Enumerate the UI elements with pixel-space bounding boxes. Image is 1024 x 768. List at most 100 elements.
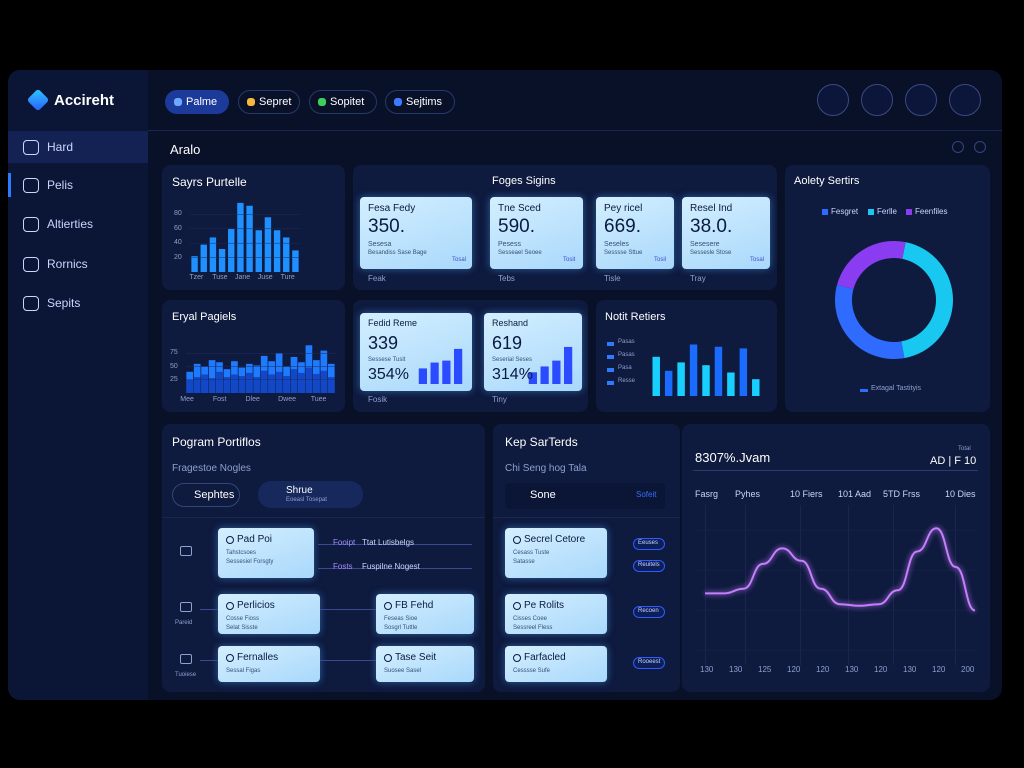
kpi-foot: Tisle	[604, 274, 621, 283]
y-tick-label: 40	[174, 239, 182, 247]
nav-icon[interactable]	[23, 257, 39, 272]
kpi-card[interactable]	[596, 197, 674, 269]
pill[interactable]	[633, 538, 665, 550]
side-label: Pareid	[175, 620, 193, 626]
node-line: Cesass Tuste	[513, 550, 550, 556]
node-title: Tase Seit	[395, 652, 437, 663]
flow-node[interactable]	[376, 646, 474, 682]
node-title: Pe Rolits	[524, 600, 565, 611]
select[interactable]	[258, 481, 363, 508]
tab[interactable]	[385, 90, 455, 114]
node-icon	[513, 654, 521, 662]
nav-icon[interactable]	[23, 217, 39, 232]
nav-indicator	[8, 173, 11, 197]
x-tick-label: 120	[787, 665, 801, 674]
header-icon-button[interactable]	[861, 84, 893, 116]
tab-label: Palme	[186, 96, 218, 108]
tab-icon	[174, 98, 182, 106]
x-tick-label: 130	[845, 665, 859, 674]
kpi-foot: Feak	[368, 274, 386, 283]
tab-label: Sejtims	[406, 96, 443, 108]
kpi-label: Resel Ind	[690, 203, 733, 214]
flow-node[interactable]	[505, 594, 607, 634]
flow-node[interactable]	[505, 528, 607, 578]
section-control[interactable]	[952, 141, 964, 153]
kpi-label: Fesa Fedy	[368, 203, 416, 214]
x-tick-label: Dwee	[278, 396, 296, 403]
grid-column	[848, 505, 849, 665]
column-label: 5TD Frss	[883, 489, 920, 499]
node-icon	[384, 602, 392, 610]
nav-icon[interactable]	[23, 178, 39, 193]
trend-badge: AD | F 10	[930, 455, 977, 467]
sidebar	[8, 70, 148, 700]
pill[interactable]	[633, 560, 665, 572]
node-line: Sessal Figas	[226, 668, 261, 674]
y-tick-label: 60	[174, 224, 182, 232]
kpi-card[interactable]	[682, 197, 770, 269]
panel-title: Aolety Sertirs	[794, 175, 860, 187]
kpi-note: Seseles	[604, 241, 629, 248]
y-tick-label: 20	[174, 253, 182, 261]
legend-label: Ferlle	[877, 207, 898, 216]
grid-row	[695, 650, 977, 651]
grid-column	[955, 505, 956, 665]
kpi-value: 38.0.	[690, 216, 733, 237]
legend-swatch	[868, 209, 874, 215]
grid-column	[705, 505, 706, 665]
legend-swatch	[607, 342, 614, 346]
arrow	[320, 609, 376, 610]
divider	[493, 517, 680, 518]
node-title: Farfacled	[524, 652, 566, 663]
flow-node[interactable]	[218, 594, 320, 634]
x-tick-label: 130	[729, 665, 743, 674]
kpi-card[interactable]	[490, 197, 583, 269]
node-title: Pad Poi	[237, 534, 273, 545]
node-title: Perlicios	[237, 600, 275, 611]
header-icon-button[interactable]	[949, 84, 981, 116]
header-icon-button[interactable]	[817, 84, 849, 116]
nav-item: Hard	[47, 140, 74, 154]
nav-icon[interactable]	[23, 296, 39, 311]
flow-node[interactable]	[505, 646, 607, 682]
side-icon	[180, 546, 192, 556]
x-tick-label: 120	[816, 665, 830, 674]
legend-swatch	[607, 381, 614, 385]
section-control[interactable]	[974, 141, 986, 153]
pill[interactable]	[633, 606, 665, 618]
flow-node[interactable]	[218, 646, 320, 682]
flow-node[interactable]	[376, 594, 474, 634]
nav-icon[interactable]	[23, 140, 39, 155]
metric-card[interactable]	[360, 313, 472, 391]
chip[interactable]	[172, 483, 240, 507]
x-tick-label: Tuee	[310, 396, 327, 403]
tab[interactable]	[238, 90, 300, 114]
metric-pct: 354%	[368, 366, 409, 383]
kpi-foot: Tray	[690, 274, 706, 283]
pill-label: Rooeest	[638, 659, 661, 665]
column-label: Fasrg	[695, 489, 719, 499]
node-title: Secrel Cetore	[524, 534, 586, 545]
arrow	[318, 568, 472, 569]
tab[interactable]	[309, 90, 377, 114]
legend-label: Pasas	[618, 352, 635, 358]
trend-title: 8307%.Jvam	[695, 450, 771, 465]
trend-corner: Total	[958, 446, 971, 452]
search[interactable]	[505, 483, 665, 509]
kpi-link: Tosal	[750, 257, 765, 263]
search-label: Sone	[530, 489, 556, 501]
kpi-desc: Sesssse Sttue	[604, 250, 643, 256]
node-line: Sessesiel Forsgty	[226, 559, 274, 565]
pill[interactable]	[633, 657, 665, 669]
header-icon-button[interactable]	[905, 84, 937, 116]
legend-label: Pasas	[618, 339, 635, 345]
kpi-desc: Sesseael Seoee	[498, 250, 542, 256]
kpi-card[interactable]	[360, 197, 472, 269]
nav-item: Altierties	[47, 217, 94, 231]
section-title: Aralo	[170, 142, 201, 157]
arrow	[318, 544, 472, 545]
legend-swatch	[607, 355, 614, 359]
metric-note: Sessese Tusit	[368, 357, 406, 363]
kpi-value: 350.	[368, 216, 405, 237]
flow-node[interactable]	[218, 528, 314, 578]
